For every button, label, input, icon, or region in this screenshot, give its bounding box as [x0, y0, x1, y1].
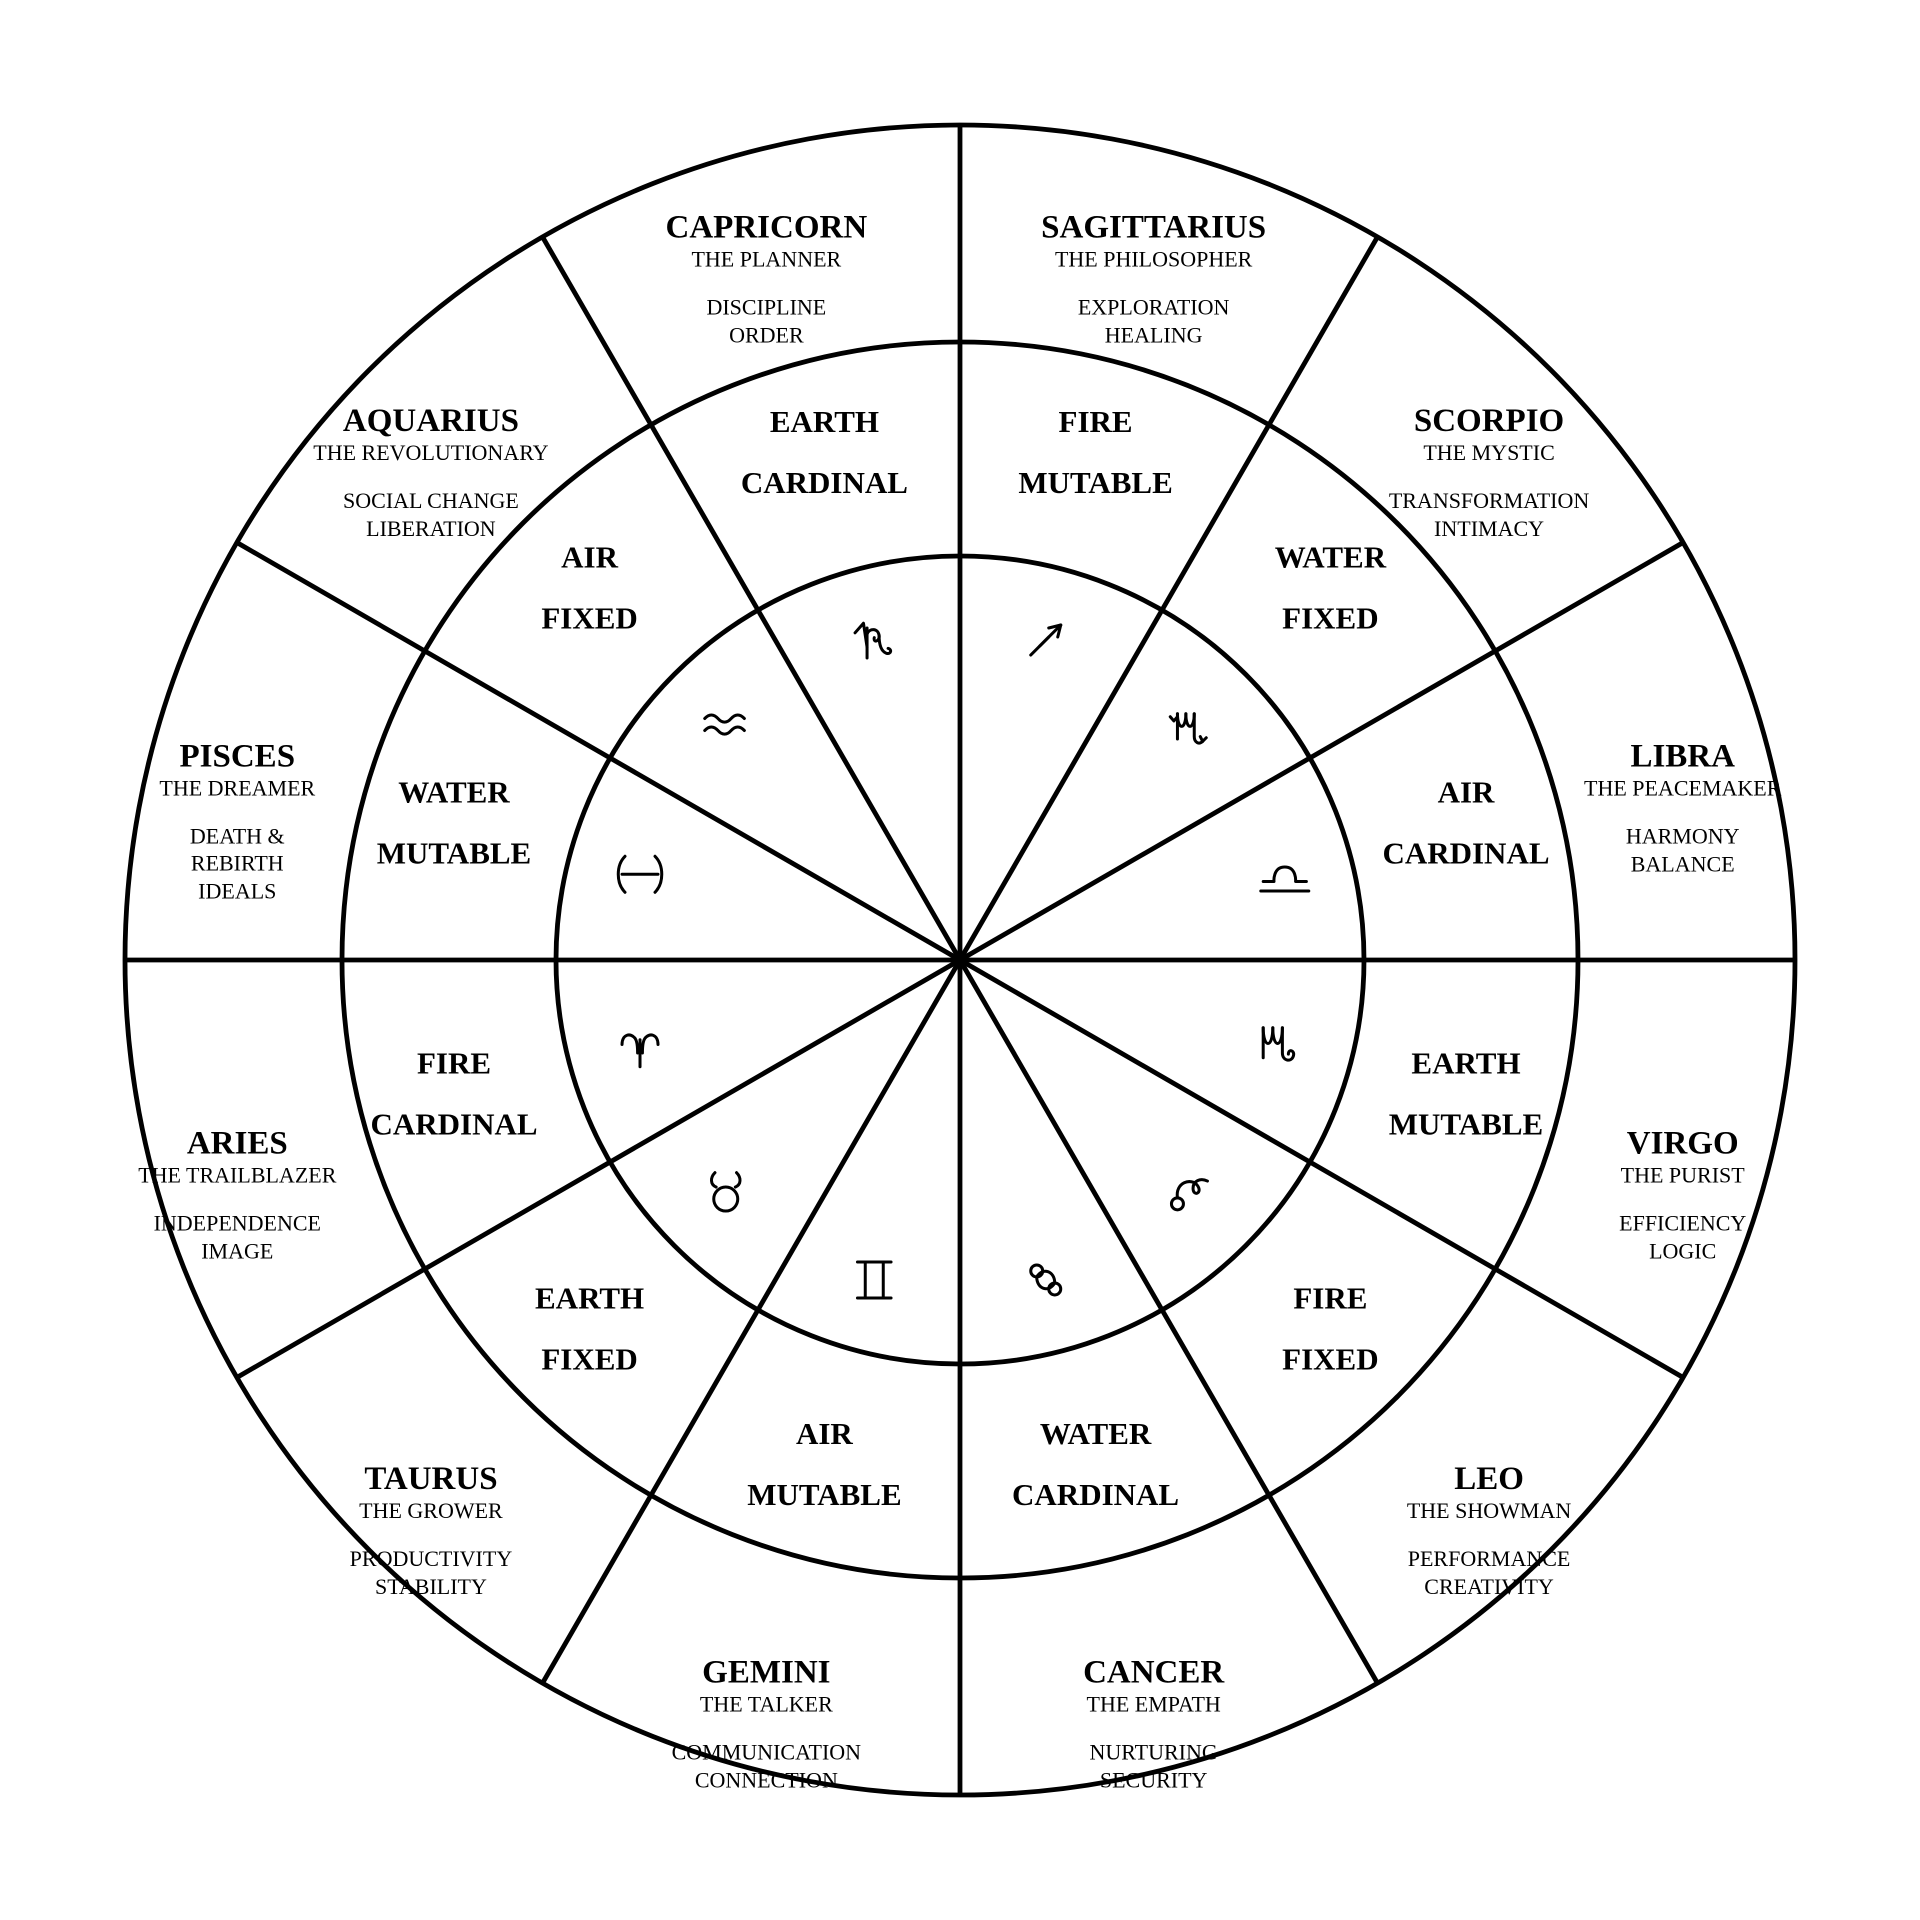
svg-text:PERFORMANCE: PERFORMANCE — [1408, 1546, 1571, 1571]
svg-text:THE GROWER: THE GROWER — [359, 1498, 503, 1523]
svg-text:PISCES: PISCES — [180, 738, 296, 774]
svg-text:EARTH: EARTH — [770, 404, 879, 439]
svg-text:AQUARIUS: AQUARIUS — [343, 403, 519, 439]
svg-text:THE TALKER: THE TALKER — [700, 1692, 833, 1717]
svg-text:SOCIAL CHANGE: SOCIAL CHANGE — [343, 488, 519, 513]
svg-text:THE MYSTIC: THE MYSTIC — [1423, 440, 1554, 465]
svg-text:CARDINAL: CARDINAL — [370, 1107, 537, 1142]
svg-text:THE EMPATH: THE EMPATH — [1087, 1692, 1221, 1717]
svg-text:TRANSFORMATION: TRANSFORMATION — [1389, 488, 1590, 513]
svg-text:EARTH: EARTH — [1411, 1046, 1520, 1081]
svg-text:THE REVOLUTIONARY: THE REVOLUTIONARY — [313, 440, 548, 465]
svg-text:PRODUCTIVITY: PRODUCTIVITY — [350, 1546, 513, 1571]
svg-text:NURTURING: NURTURING — [1090, 1740, 1218, 1765]
svg-text:CAPRICORN: CAPRICORN — [666, 209, 868, 245]
svg-text:EFFICIENCY: EFFICIENCY — [1619, 1211, 1746, 1236]
svg-text:ARIES: ARIES — [187, 1126, 288, 1162]
svg-text:CARDINAL: CARDINAL — [1012, 1477, 1179, 1512]
svg-text:THE DREAMER: THE DREAMER — [159, 775, 315, 800]
svg-text:BALANCE: BALANCE — [1631, 851, 1735, 876]
svg-text:HEALING: HEALING — [1105, 322, 1203, 347]
svg-text:WATER: WATER — [398, 774, 510, 809]
svg-text:GEMINI: GEMINI — [702, 1655, 830, 1691]
svg-text:FIXED: FIXED — [1282, 601, 1378, 636]
svg-text:MUTABLE: MUTABLE — [747, 1477, 901, 1512]
svg-text:LIBERATION: LIBERATION — [366, 516, 496, 541]
svg-text:FIRE: FIRE — [1293, 1280, 1367, 1315]
svg-text:TAURUS: TAURUS — [364, 1461, 497, 1497]
svg-text:SCORPIO: SCORPIO — [1414, 403, 1564, 439]
svg-text:COMMUNICATION: COMMUNICATION — [672, 1740, 862, 1765]
svg-text:IMAGE: IMAGE — [201, 1239, 273, 1264]
svg-text:SECURITY: SECURITY — [1100, 1768, 1208, 1793]
svg-text:CARDINAL: CARDINAL — [741, 465, 908, 500]
svg-text:LIBRA: LIBRA — [1630, 738, 1735, 774]
svg-text:THE PEACEMAKER: THE PEACEMAKER — [1584, 775, 1782, 800]
svg-text:CONNECTION: CONNECTION — [695, 1768, 838, 1793]
svg-text:MUTABLE: MUTABLE — [1389, 1107, 1543, 1142]
svg-text:THE PHILOSOPHER: THE PHILOSOPHER — [1055, 246, 1253, 271]
svg-text:EARTH: EARTH — [535, 1280, 644, 1315]
svg-text:FIXED: FIXED — [1282, 1341, 1378, 1376]
svg-text:FIXED: FIXED — [541, 601, 637, 636]
svg-text:EXPLORATION: EXPLORATION — [1078, 294, 1230, 319]
svg-text:FIRE: FIRE — [1059, 404, 1133, 439]
svg-text:INTIMACY: INTIMACY — [1434, 516, 1544, 541]
svg-text:AIR: AIR — [796, 1416, 853, 1451]
svg-text:CREATIVITY: CREATIVITY — [1424, 1574, 1554, 1599]
svg-text:CARDINAL: CARDINAL — [1382, 835, 1549, 870]
svg-text:INDEPENDENCE: INDEPENDENCE — [154, 1211, 321, 1236]
svg-text:WATER: WATER — [1040, 1416, 1152, 1451]
svg-text:FIXED: FIXED — [541, 1341, 637, 1376]
svg-text:IDEALS: IDEALS — [198, 878, 276, 903]
svg-text:CANCER: CANCER — [1083, 1655, 1225, 1691]
svg-text:REBIRTH: REBIRTH — [191, 850, 284, 875]
svg-text:FIRE: FIRE — [417, 1046, 491, 1081]
svg-text:SAGITTARIUS: SAGITTARIUS — [1041, 209, 1266, 245]
svg-text:VIRGO: VIRGO — [1627, 1126, 1739, 1162]
svg-text:WATER: WATER — [1275, 540, 1387, 575]
svg-text:MUTABLE: MUTABLE — [1018, 465, 1172, 500]
svg-text:HARMONY: HARMONY — [1626, 823, 1740, 848]
svg-text:THE PLANNER: THE PLANNER — [691, 246, 841, 271]
svg-text:DEATH &: DEATH & — [190, 823, 285, 848]
svg-text:AIR: AIR — [1438, 774, 1495, 809]
svg-text:MUTABLE: MUTABLE — [377, 835, 531, 870]
svg-text:THE TRAILBLAZER: THE TRAILBLAZER — [138, 1163, 337, 1188]
svg-text:THE PURIST: THE PURIST — [1621, 1163, 1746, 1188]
svg-text:THE SHOWMAN: THE SHOWMAN — [1407, 1498, 1571, 1523]
svg-text:DISCIPLINE: DISCIPLINE — [706, 294, 826, 319]
svg-text:LEO: LEO — [1454, 1461, 1524, 1497]
svg-text:ORDER: ORDER — [729, 322, 804, 347]
svg-text:AIR: AIR — [561, 540, 618, 575]
svg-text:STABILITY: STABILITY — [375, 1574, 487, 1599]
svg-text:LOGIC: LOGIC — [1649, 1239, 1716, 1264]
